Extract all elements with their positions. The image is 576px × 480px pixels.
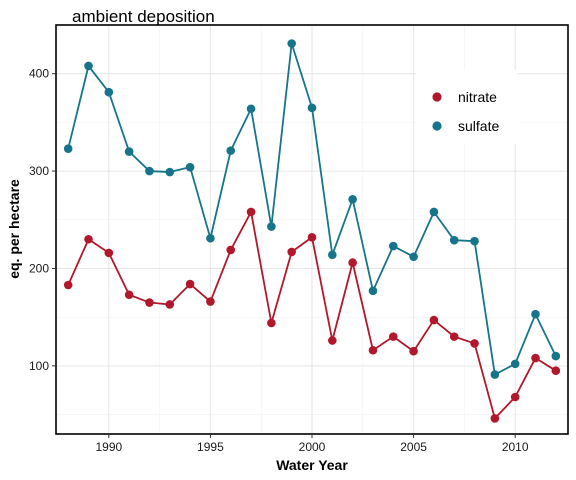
data-point-nitrate [145, 298, 154, 307]
x-tick-label: 1995 [197, 440, 224, 454]
legend-key-sulfate [432, 121, 441, 130]
data-point-sulfate [247, 104, 256, 113]
data-point-sulfate [105, 88, 114, 97]
data-point-nitrate [389, 332, 398, 341]
data-point-nitrate [531, 354, 540, 363]
data-point-nitrate [511, 393, 520, 402]
data-point-nitrate [105, 249, 114, 258]
data-point-sulfate [531, 310, 540, 319]
data-point-sulfate [165, 168, 174, 177]
data-point-sulfate [328, 251, 337, 260]
data-point-sulfate [348, 195, 357, 204]
y-tick-label: 300 [29, 164, 49, 178]
x-tick-label: 2000 [299, 440, 326, 454]
data-point-nitrate [64, 281, 73, 290]
data-point-sulfate [491, 370, 500, 379]
data-point-nitrate [348, 258, 357, 267]
y-axis-title: eq. per hectare [6, 179, 22, 279]
data-point-nitrate [186, 280, 195, 289]
data-point-nitrate [308, 233, 317, 242]
data-point-nitrate [430, 316, 439, 325]
data-point-sulfate [389, 242, 398, 251]
data-point-sulfate [84, 62, 93, 71]
data-point-sulfate [552, 352, 561, 361]
data-point-nitrate [470, 339, 479, 348]
legend-label-sulfate: sulfate [458, 118, 499, 134]
data-point-sulfate [267, 222, 276, 231]
data-point-sulfate [125, 147, 134, 156]
data-point-nitrate [165, 300, 174, 309]
legend: nitrate sulfate [416, 70, 518, 144]
x-tick-label: 2010 [502, 440, 529, 454]
data-point-nitrate [247, 208, 256, 217]
data-point-nitrate [409, 347, 418, 356]
data-point-nitrate [125, 290, 134, 299]
data-point-nitrate [267, 319, 276, 328]
data-point-sulfate [369, 287, 378, 296]
data-point-nitrate [450, 332, 459, 341]
y-tick-label: 200 [29, 261, 49, 275]
data-point-sulfate [186, 163, 195, 172]
data-point-sulfate [450, 236, 459, 245]
data-point-nitrate [491, 414, 500, 423]
data-point-sulfate [145, 167, 154, 176]
data-point-nitrate [369, 346, 378, 355]
x-tick-label: 1990 [95, 440, 122, 454]
data-point-nitrate [287, 248, 296, 257]
y-tick-label: 400 [29, 67, 49, 81]
data-point-sulfate [206, 234, 215, 243]
data-point-nitrate [552, 366, 561, 375]
legend-key-nitrate [432, 92, 441, 101]
data-point-nitrate [206, 297, 215, 306]
data-point-sulfate [511, 360, 520, 369]
data-point-sulfate [226, 146, 235, 155]
data-point-sulfate [308, 103, 317, 112]
legend-label-nitrate: nitrate [458, 89, 497, 105]
data-point-sulfate [470, 237, 479, 246]
chart-title: ambient deposition [72, 7, 215, 26]
data-point-sulfate [409, 252, 418, 261]
x-tick-label: 2005 [400, 440, 427, 454]
data-point-nitrate [328, 336, 337, 345]
data-point-sulfate [430, 208, 439, 217]
y-tick-label: 100 [29, 359, 49, 373]
data-point-nitrate [84, 235, 93, 244]
data-point-sulfate [64, 144, 73, 153]
data-point-nitrate [226, 246, 235, 255]
data-point-sulfate [287, 39, 296, 48]
x-axis-title: Water Year [276, 457, 348, 473]
